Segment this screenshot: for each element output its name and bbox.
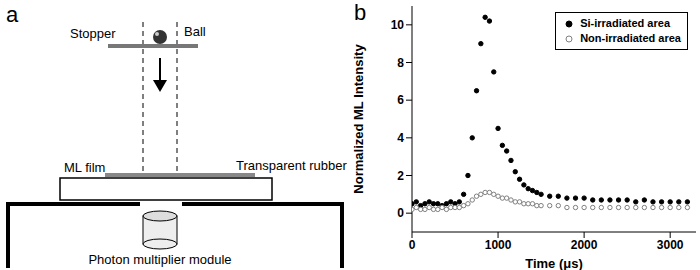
svg-text:10: 10 <box>391 18 405 32</box>
svg-text:Normalized ML Intensity: Normalized ML Intensity <box>351 44 366 194</box>
svg-text:a: a <box>6 2 19 27</box>
svg-text:0: 0 <box>397 206 404 220</box>
svg-text:4: 4 <box>397 131 404 145</box>
svg-text:6: 6 <box>397 93 404 107</box>
svg-text:Time (μs): Time (μs) <box>525 256 583 270</box>
svg-text:Ball: Ball <box>184 24 206 39</box>
svg-text:ML film: ML film <box>64 160 105 175</box>
svg-text:1000: 1000 <box>485 238 512 252</box>
html-text:Non-irradiated area: Non-irradiated area <box>580 32 681 44</box>
svg-text:8: 8 <box>397 56 404 70</box>
html-text:b: b <box>354 0 367 25</box>
svg-text:3000: 3000 <box>657 238 684 252</box>
svg-text:Stopper: Stopper <box>70 26 116 41</box>
svg-text:0: 0 <box>409 238 416 252</box>
svg-text:Photon multiplier module: Photon multiplier module <box>88 252 231 267</box>
html-text:Si-irradiated area: Si-irradiated area <box>580 17 670 29</box>
svg-text:2000: 2000 <box>571 238 598 252</box>
svg-text:Transparent rubber: Transparent rubber <box>236 158 347 173</box>
svg-text:2: 2 <box>397 169 404 183</box>
